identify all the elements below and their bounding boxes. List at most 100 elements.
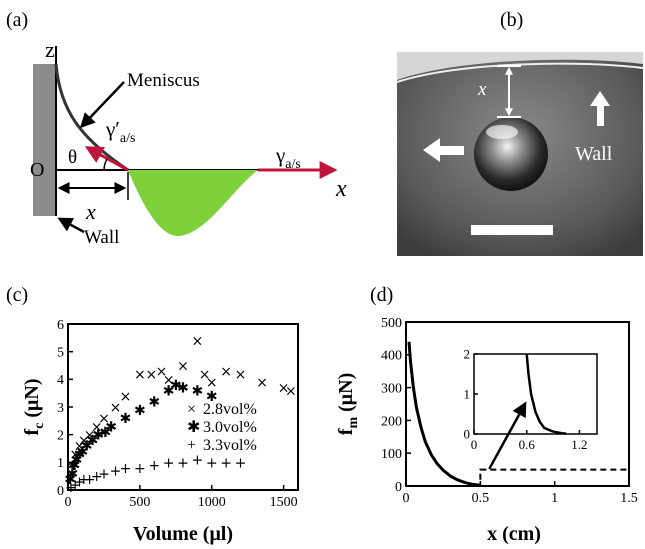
chart-c-point-s0-4: ×: [84, 428, 96, 444]
chart-c-xtick-label-2: 1000: [198, 495, 226, 510]
chart-c-point-s2-15: +: [220, 455, 232, 471]
chart-c-point-s0-6: ×: [98, 411, 110, 427]
legend-item-2-8: × 2.8vol%: [187, 401, 257, 418]
chart-c-point-s2-6: +: [98, 466, 110, 482]
chart-c-point-s0-9: ×: [134, 367, 146, 383]
motion-arrow-shaft: [438, 146, 464, 155]
legend-text-3-3: 3.3vol%: [203, 437, 257, 454]
chart-c-point-s0-18: ×: [235, 367, 247, 383]
chart-d-frame: [405, 321, 630, 487]
chart-c-ytick-label-4: 4: [57, 373, 64, 388]
chart-c-point-s0-0: ×: [65, 458, 77, 474]
chart-c-point-s2-7: +: [110, 464, 122, 480]
angle-label: θ: [68, 147, 77, 168]
chart-c-point-s0-11: ×: [156, 364, 168, 380]
chart-c-point-s2-8: +: [120, 461, 132, 477]
chart-c-ytick-label-6: 6: [57, 318, 64, 333]
drop-highlight: [486, 125, 518, 139]
chart-d-xtick-label-2: 1: [551, 491, 558, 506]
chart-d-ylabel: fm (μN): [335, 373, 361, 435]
inset-xtick-label-1: 0.6: [519, 437, 536, 452]
photo-wall-label: Wall: [575, 143, 613, 165]
chart-c-legend: × 2.8vol% ✱ 3.0vol% + 3.3vol%: [187, 401, 257, 454]
chart-d-xtick-label-1: 0.5: [472, 491, 490, 506]
chart-d-xtick-label-0: 0: [403, 491, 410, 506]
chart-c-point-s0-14: ×: [192, 334, 204, 350]
chart-c-point-s0-20: ×: [278, 381, 290, 397]
meniscus-curve: [54, 63, 129, 172]
chart-c-ytick-label-2: 2: [57, 429, 64, 444]
chart-d-ytick-label-5: 500: [381, 316, 402, 331]
inset-xtick-label-2: 1.2: [571, 437, 587, 452]
chart-c-point-s1-16: ✱: [177, 381, 189, 397]
chart-c-point-s1-14: ✱: [163, 383, 175, 399]
chart-c-point-s1-4: ✱: [74, 447, 86, 463]
chart-c-ytick-label-5: 5: [57, 346, 64, 361]
panel-a-label: (a): [6, 9, 28, 31]
chart-c-point-s0-15: ×: [199, 367, 211, 383]
wall-label: Wall: [84, 227, 119, 248]
chart-c-point-s2-14: +: [206, 455, 218, 471]
inset-xtick-label-0: 0: [471, 437, 478, 452]
chart-c-point-s0-8: ×: [120, 389, 132, 405]
inset-series-line: [525, 353, 567, 435]
chart-c-point-s2-16: +: [235, 455, 247, 471]
chart-c-point-s1-18: ✱: [206, 389, 218, 405]
axis-x-label: x: [335, 176, 347, 202]
wall-arrow-head: [590, 91, 610, 106]
legend-item-3-0: ✱ 3.0vol%: [187, 419, 257, 436]
gamma-prime-label: γ′a/s: [105, 117, 135, 146]
chart-d-ytick-label-4: 400: [381, 349, 402, 364]
chart-d-xtick-label-3: 1.5: [620, 491, 638, 506]
chart-c-point-s0-5: ×: [91, 419, 103, 435]
gamma-prime-arrow: [84, 146, 129, 172]
panel-a: (a) z O x Meniscus θ γ′a/s γa/s x Wall: [6, 9, 347, 248]
chart-d-series-line: [407, 341, 481, 487]
chart-c-point-s0-7: ×: [110, 400, 122, 416]
chart-c-point-s0-10: ×: [146, 367, 158, 383]
legend-text-3-0: 3.0vol%: [203, 419, 257, 436]
panel-c-label: (c): [6, 284, 28, 306]
chart-c-point-s2-3: +: [78, 472, 90, 488]
chart-d-inset: 0 0.6 1.2 0 1 2: [464, 347, 598, 470]
chart-c-point-s1-2: ✱: [69, 458, 81, 474]
scale-bar: [471, 225, 553, 235]
distance-label: x: [85, 199, 96, 224]
inset-ytick-label-2: 2: [464, 347, 471, 362]
chart-c-xtick-label-1: 500: [129, 495, 150, 510]
photo-distance-label: x: [477, 79, 487, 100]
chart-d-xlabel: x (cm): [487, 523, 541, 545]
chart-d-ytick-label-3: 300: [381, 382, 402, 397]
chart-c-point-s1-10: ✱: [105, 419, 117, 435]
chart-c-point-s1-13: ✱: [148, 394, 160, 410]
chart-c-point-s1-6: ✱: [81, 439, 93, 455]
chart-c-point-s0-1: ×: [69, 447, 81, 463]
meniscus-pointer-arrow: [79, 81, 125, 129]
chart-c-ytick-label-0: 0: [57, 484, 64, 499]
chart-c-point-s0-3: ×: [78, 433, 90, 449]
wall-block: [33, 64, 56, 216]
legend-marker-3-3: +: [187, 437, 196, 454]
inset-ytick-label-1: 1: [464, 387, 471, 402]
legend-marker-3-0: ✱: [187, 419, 200, 436]
inset-frame: [473, 353, 598, 435]
chart-c-frame: [67, 323, 299, 491]
chart-c-point-s1-11: ✱: [120, 411, 132, 427]
motion-arrow-head: [423, 138, 440, 162]
chart-c-point-s1-15: ✱: [170, 378, 182, 394]
chart-c-point-s2-4: +: [84, 472, 96, 488]
chart-c-point-s1-1: ✱: [66, 466, 78, 482]
chart-c-point-s0-17: ×: [220, 364, 232, 380]
chart-c-point-s2-11: +: [163, 455, 175, 471]
container-rim: [397, 52, 643, 80]
chart-c-xtick-label-0: 0: [65, 495, 72, 510]
chart-c-point-s0-12: ×: [163, 372, 175, 388]
inset-ytick-label-0: 0: [464, 427, 471, 442]
chart-c-point-s2-13: +: [192, 453, 204, 469]
chart-c-point-s2-0: +: [65, 480, 77, 496]
